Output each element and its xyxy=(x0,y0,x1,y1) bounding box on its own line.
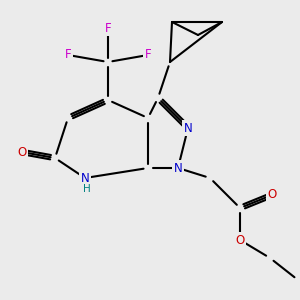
Text: F: F xyxy=(65,49,71,62)
Text: N: N xyxy=(81,172,89,184)
Text: F: F xyxy=(105,22,111,34)
Text: O: O xyxy=(267,188,277,202)
Text: O: O xyxy=(236,233,244,247)
Text: N: N xyxy=(184,122,192,134)
Text: N: N xyxy=(174,161,182,175)
Text: F: F xyxy=(145,49,151,62)
Text: O: O xyxy=(17,146,27,158)
Text: H: H xyxy=(83,184,91,194)
